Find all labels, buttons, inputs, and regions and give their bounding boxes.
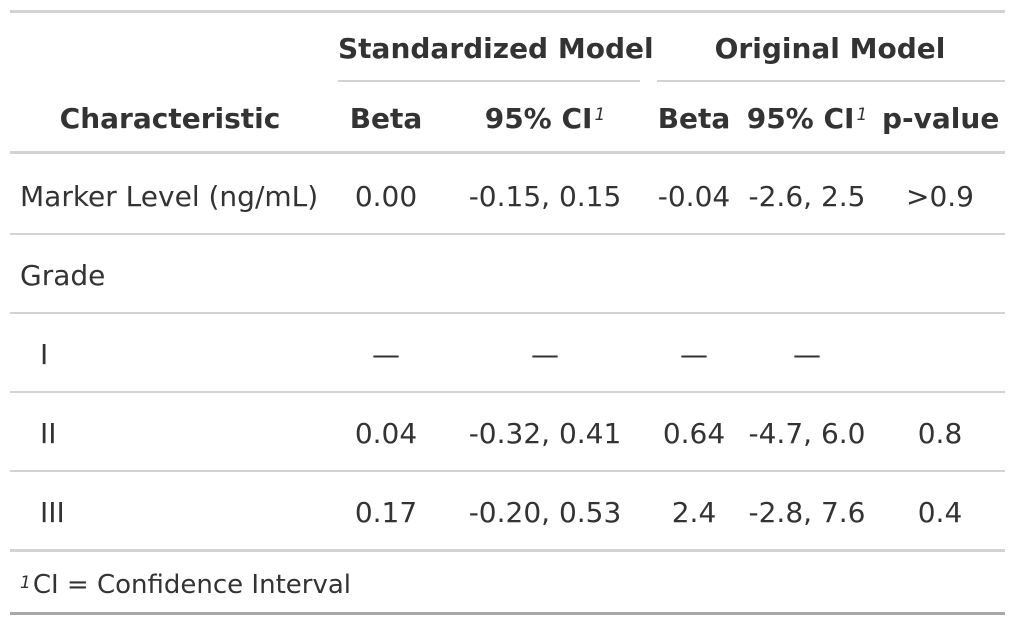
spanner-original-model: Original Model [714,32,946,65]
regression-table: Standardized Model Original Model Charac… [10,10,1005,616]
footnote: 1CI = Confidence Interval [20,568,351,602]
col-header-orig-beta: Beta [657,102,731,135]
cell-orig-ci-dash: — [793,338,821,371]
cell-std-beta: 0.04 [354,417,418,450]
cell-std-beta: 0.00 [354,180,418,213]
col-header-p-value: p-value [882,102,1000,135]
cell-orig-beta: -0.04 [657,180,731,213]
row-label: II [40,417,57,450]
body-bottom-rule [10,549,1005,552]
row-label: Marker Level (ng/mL) [20,180,319,213]
cell-std-ci: -0.15, 0.15 [468,180,622,213]
cell-orig-ci: -2.8, 7.6 [748,496,866,529]
col-header-std-ci-label: 95% CI [484,102,593,135]
col-header-orig-ci: 95% CI 1 [745,102,869,136]
row-label: III [40,496,65,529]
cell-orig-beta-dash: — [680,338,708,371]
footnote-marker: 1 [594,105,606,125]
cell-orig-beta: 2.4 [671,496,717,529]
cell-std-ci: -0.20, 0.53 [468,496,622,529]
cell-std-ci: -0.32, 0.41 [468,417,622,450]
col-header-orig-ci-label: 95% CI [746,102,855,135]
table-bottom-rule [10,612,1005,615]
cell-p-value: >0.9 [906,180,974,213]
cell-p-value: 0.4 [917,496,963,529]
footnote-marker: 1 [856,105,868,125]
row-label: Grade [20,259,106,292]
col-header-std-ci: 95% CI 1 [450,102,640,136]
row-divider [10,233,1005,235]
spanner-standardized-model: Standardized Model [338,32,654,65]
col-header-characteristic: Characteristic [59,102,281,135]
cell-orig-ci: -2.6, 2.5 [748,180,866,213]
cell-orig-ci: -4.7, 6.0 [748,417,866,450]
cell-orig-beta: 0.64 [662,417,726,450]
row-label: I [40,338,49,371]
row-divider [10,312,1005,314]
spanner-standardized-underline [338,80,640,82]
top-rule [10,10,1005,13]
footnote-text: CI = Confidence Interval [32,570,351,600]
cell-std-beta: 0.17 [354,496,418,529]
col-header-std-beta: Beta [349,102,423,135]
cell-std-beta-dash: — [372,338,400,371]
row-divider [10,391,1005,393]
cell-p-value: 0.8 [917,417,963,450]
header-rule [10,151,1005,154]
spanner-original-underline [657,80,1005,82]
row-divider [10,470,1005,472]
footnote-marker: 1 [20,573,31,593]
cell-std-ci-dash: — [531,338,559,371]
